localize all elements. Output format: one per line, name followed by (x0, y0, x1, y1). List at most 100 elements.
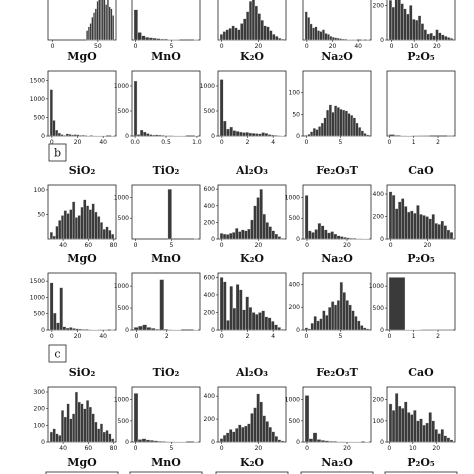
histogram-bar (251, 0, 256, 41)
histogram-bar (388, 134, 395, 137)
x-tick-label: 60 (84, 445, 92, 452)
axes-frame (131, 272, 201, 331)
histogram-bar (133, 9, 138, 41)
histogram-bar (93, 12, 96, 41)
histogram-bar (62, 326, 67, 331)
y-tick-label: 1000 (285, 194, 300, 201)
histogram-bar (277, 327, 281, 331)
histogram-bar (163, 328, 169, 331)
histogram-bar (345, 300, 349, 331)
histogram-bar (243, 18, 247, 41)
histogram-bar (225, 432, 230, 443)
histogram-bar (80, 206, 84, 240)
histogram-bar (112, 15, 115, 41)
histogram-bar (401, 407, 405, 443)
y-tick-label: 600 (204, 186, 216, 193)
histogram-bar (242, 132, 246, 137)
histogram-bar (228, 233, 233, 240)
histogram-bar (317, 30, 320, 41)
y-tick-label: 400 (204, 393, 216, 400)
histogram-bar (339, 108, 343, 137)
x-tick-label: 40 (354, 43, 362, 50)
y-tick-label: 200 (373, 397, 385, 404)
histogram-bar (400, 3, 404, 41)
histogram-bar (235, 131, 240, 137)
histogram-bar (72, 201, 76, 240)
histogram-bar (280, 328, 285, 331)
histogram-bar (336, 107, 340, 137)
x-tick-label: 4 (271, 139, 275, 146)
histogram-bar (66, 403, 70, 443)
histogram-bar (223, 281, 227, 331)
axes-frame (300, 471, 374, 474)
x-tick-label: 20 (343, 242, 351, 249)
panel-label-box (48, 143, 67, 162)
axes-frame (386, 70, 456, 137)
histogram-bar (327, 232, 331, 240)
y-tick-label: 0 (380, 327, 384, 334)
histogram-na2o-a2: Na₂O 0 5 100 50 0 (289, 50, 372, 146)
histogram-bar (102, 229, 106, 240)
histogram-mno-b2: MnO 0 2 1000 500 0 (114, 252, 201, 340)
histogram-bar (304, 134, 308, 137)
histogram-bar (271, 230, 276, 240)
axes-frame (47, 70, 117, 137)
y-tick-label: 0 (211, 236, 215, 243)
histogram-bar (105, 226, 109, 240)
axes-frame (47, 0, 117, 41)
histogram-fe2o3t-c: Fe₂O₃T 0 20 1000 500 0 (285, 366, 372, 452)
histogram-bar (150, 328, 156, 331)
chart-title: TiO₂ (153, 164, 180, 177)
histogram-bar (349, 237, 354, 240)
y-tick-label: 1000 (114, 194, 129, 201)
y-tick-label: 600 (204, 274, 216, 281)
histogram-bar (319, 318, 323, 331)
histogram-bar (449, 232, 454, 240)
axes-frame (129, 471, 203, 474)
y-tick-label: 400 (204, 292, 216, 299)
histogram-bar (438, 32, 442, 41)
x-tick-label: 0 (50, 333, 54, 340)
histogram-bar (404, 206, 408, 240)
x-tick-label: 1 (412, 139, 416, 146)
histogram-bar (58, 435, 62, 443)
x-tick-label: 2 (246, 333, 250, 340)
histogram-bar (234, 27, 238, 41)
histogram-bar (333, 233, 338, 240)
x-tick-label: 1.0 (192, 139, 202, 146)
histogram-bar (324, 229, 328, 240)
histogram-bar (280, 38, 285, 41)
histogram-bar (307, 134, 311, 137)
histogram-bar (304, 327, 309, 331)
histogram-bar (52, 428, 56, 443)
histogram-bar (339, 281, 343, 331)
histogram-bar (55, 433, 59, 443)
histogram-bar (219, 277, 224, 331)
histogram-bar (265, 421, 269, 443)
histogram-bar (160, 38, 165, 41)
histogram-bar (99, 0, 103, 41)
histogram-bar (91, 17, 94, 41)
histogram-bar (404, 401, 408, 443)
histogram-bar (85, 400, 90, 443)
histogram-bar (428, 412, 432, 443)
histogram-bar (316, 439, 322, 443)
histogram-bar (76, 134, 80, 137)
histogram-bar (352, 117, 356, 137)
chart-title: Fe₂O₃T (316, 366, 358, 379)
y-tick-label: 0 (125, 439, 129, 446)
histogram-bar (341, 38, 345, 41)
y-tick-label: 200 (204, 416, 216, 423)
x-tick-label: 0 (135, 333, 139, 340)
x-tick-label: 20 (255, 445, 263, 452)
histogram-bar (429, 32, 433, 41)
histogram-bar (247, 423, 251, 443)
x-tick-label: 50 (94, 43, 102, 50)
histogram-bar (219, 79, 224, 137)
histogram-bar (141, 438, 147, 443)
x-tick-label: 0 (220, 445, 224, 452)
chart-title: CaO (408, 164, 434, 177)
histogram-bar (262, 213, 266, 240)
histogram-bar (274, 135, 278, 137)
histogram-bar (136, 134, 141, 137)
